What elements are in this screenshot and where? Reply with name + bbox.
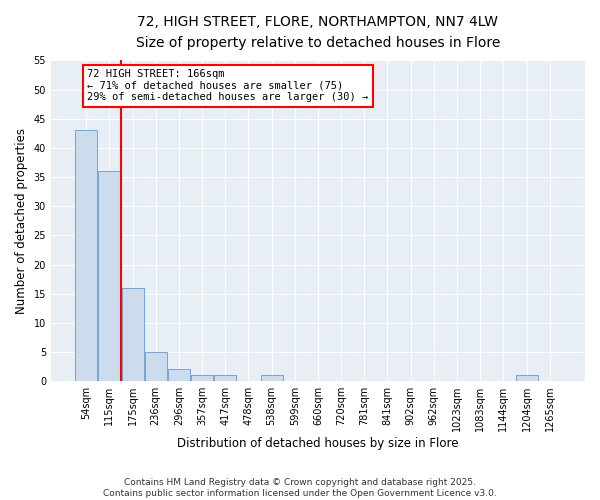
Bar: [98, 171, 121, 381]
Title: 72, HIGH STREET, FLORE, NORTHAMPTON, NN7 4LW
Size of property relative to detach: 72, HIGH STREET, FLORE, NORTHAMPTON, NN7…: [136, 15, 500, 50]
Bar: [214, 376, 236, 381]
Bar: [260, 376, 283, 381]
X-axis label: Distribution of detached houses by size in Flore: Distribution of detached houses by size …: [177, 437, 459, 450]
Bar: [75, 130, 97, 381]
Text: 72 HIGH STREET: 166sqm
← 71% of detached houses are smaller (75)
29% of semi-det: 72 HIGH STREET: 166sqm ← 71% of detached…: [88, 69, 368, 102]
Y-axis label: Number of detached properties: Number of detached properties: [15, 128, 28, 314]
Bar: [191, 376, 213, 381]
Bar: [145, 352, 167, 381]
Bar: [515, 376, 538, 381]
Bar: [168, 370, 190, 381]
Bar: [122, 288, 143, 381]
Text: Contains HM Land Registry data © Crown copyright and database right 2025.
Contai: Contains HM Land Registry data © Crown c…: [103, 478, 497, 498]
